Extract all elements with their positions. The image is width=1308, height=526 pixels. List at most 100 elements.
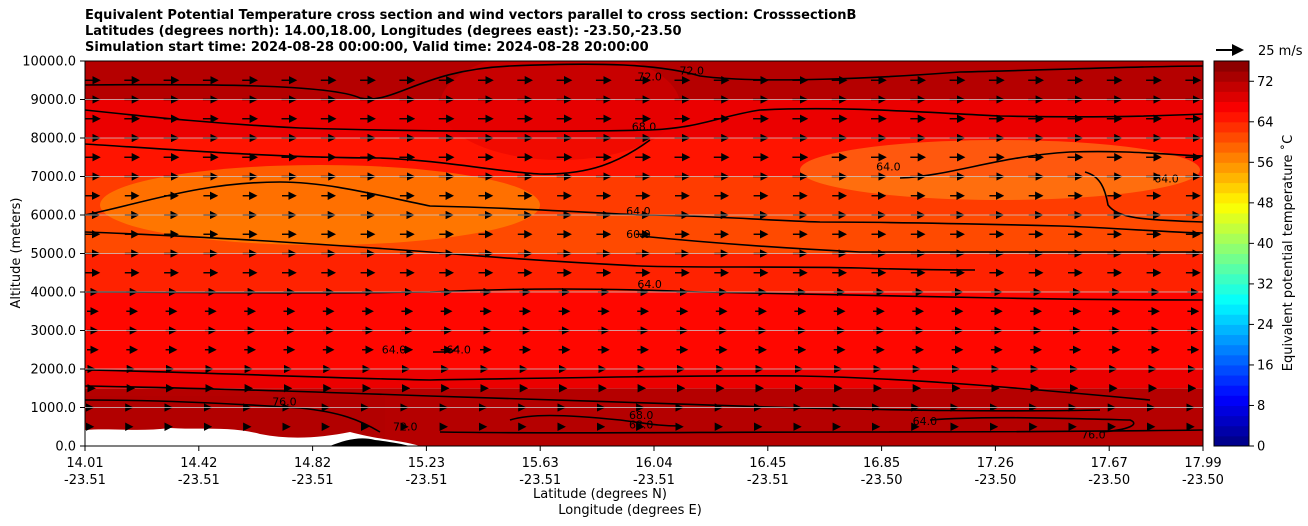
colorbar-segment [1214,395,1249,406]
colorbar-frame [1213,60,1250,447]
colorbar-segment [1214,202,1249,214]
contour-label: 76.0 [272,396,297,409]
contour-label: 64.0 [626,205,651,218]
contour-label: 64.0 [876,161,901,174]
colorbar-segment [1214,283,1249,295]
colorbar-segment [1214,233,1249,244]
colorbar: 0 8 16 24 32 40 48 56 64 72 [1214,61,1274,455]
y-axis: 0.0 1000.0 2000.0 3000.0 4000.0 5000.0 6000.0 7… [22,55,1203,455]
y-tick-label: 0.0 [55,440,76,455]
x-tick-label-lon: -23.50 [1182,473,1224,488]
x-tick-label-lon: -23.51 [405,473,447,488]
theta-e-layer [85,369,1203,389]
contour-label: 64.0 [382,344,407,357]
y-tick-label: 8000.0 [31,132,77,147]
colorbar-tick-label: 48 [1257,196,1274,211]
terrain-mask [85,428,420,446]
theta-e-fill-layers [85,61,1203,446]
x-tick-label-lat: 14.01 [66,456,103,471]
x-tick-label-lat: 15.63 [522,456,559,471]
x-tick-label-lat: 16.04 [635,456,672,471]
contour-label: 76.0 [1081,428,1106,441]
colorbar-segment [1214,425,1249,437]
x-axis-label-latitude: Latitude (degrees N) [533,487,667,502]
colorbar-segment [1214,243,1249,254]
colorbar-segment [1214,172,1249,184]
colorbar-tick-label: 16 [1257,358,1274,373]
x-tick-label-lat: 17.99 [1184,456,1221,471]
colorbar-tick-label: 56 [1257,156,1274,171]
y-tick-label: 9000.0 [31,93,77,108]
colorbar-segment [1214,334,1249,346]
colorbar-segment [1214,152,1249,163]
chart-title-line-1: Equivalent Potential Temperature cross s… [85,8,857,23]
colorbar-label: Equivalent potential temperature ˚C [1280,135,1296,371]
x-tick-label-lat: 14.82 [294,456,331,471]
x-axis: 14.01 -23.51 14.42 -23.51 14.82 -23.51 15.23 -2… [64,446,1224,488]
x-tick-label-lon: -23.50 [1088,473,1130,488]
colorbar-segment [1214,415,1249,427]
contour-label: 72.0 [680,64,705,77]
contour-label: 72.0 [637,70,662,83]
colorbar-segment [1214,364,1249,376]
y-tick-label: 3000.0 [31,324,77,339]
contour-label: 64.0 [913,415,938,428]
y-tick-label: 1000.0 [31,401,77,416]
contour-label: 68.0 [629,419,654,432]
x-tick-label-lon: -23.51 [519,473,561,488]
warm-anomaly [440,61,680,160]
x-tick-label-lat: 17.26 [977,456,1014,471]
contour-label: 72.0 [393,421,418,434]
y-tick-label: 2000.0 [31,363,77,378]
colorbar-segment [1214,273,1249,285]
colorbar-segment [1214,223,1249,234]
y-tick-label: 6000.0 [31,209,77,224]
x-tick-label-lon: -23.51 [178,473,220,488]
colorbar-tick-label: 0 [1257,440,1265,455]
terrain-peak [330,438,410,446]
y-axis-label: Altitude (meters) [9,198,24,309]
colorbar-segment [1214,61,1249,72]
colorbar-segment [1214,405,1249,417]
colorbar-segment [1214,71,1249,82]
y-tick-label: 7000.0 [31,170,77,185]
colorbar-segment [1214,435,1249,447]
contour-label: 64.0 [1154,172,1179,185]
colorbar-segment [1214,344,1249,356]
contour-label: 68.0 [632,120,657,133]
x-tick-label-lat: 16.45 [749,456,786,471]
contour-label: 72.0 [550,51,575,64]
contour-label: 64.0 [446,344,471,357]
y-tick-label: 10000.0 [22,55,76,70]
contour-labels: 72.0 72.0 72.0 68.0 64.0 64.0 64.0 60.0 64.0 64.0… [272,51,1179,441]
colorbar-tick-label: 72 [1257,75,1274,90]
colorbar-segment [1214,294,1249,305]
x-tick-label-lon: -23.50 [861,473,903,488]
contour-label: 60.0 [626,228,651,241]
colorbar-segment [1214,192,1249,204]
colorbar-tick-label: 8 [1257,399,1265,414]
contour-label: 64.0 [637,278,662,291]
x-tick-label-lat: 15.23 [408,456,445,471]
colorbar-segment [1214,375,1249,386]
colorbar-segment [1214,354,1249,366]
x-tick-label-lat: 14.42 [180,456,217,471]
colorbar-segment [1214,81,1249,92]
colorbar-segment [1214,253,1249,265]
chart-title-line-2: Latitudes (degrees north): 14.00,18.00, … [85,24,682,39]
x-tick-label-lat: 17.67 [1091,456,1128,471]
colorbar-tick-label: 24 [1257,318,1274,333]
y-tick-label: 5000.0 [31,247,77,262]
colorbar-segment [1214,182,1249,194]
colorbar-segment [1214,91,1249,103]
colorbar-segment [1214,121,1249,133]
x-axis-label-longitude: Longitude (degrees E) [558,503,702,518]
x-tick-label-lat: 16.85 [863,456,900,471]
warm-anomaly [100,165,540,245]
colorbar-segment [1214,131,1249,143]
colorbar-segment [1214,142,1249,153]
colorbar-segment [1214,101,1249,113]
contour-label: 68.0 [629,409,654,422]
colorbar-tick-label: 64 [1257,115,1274,130]
